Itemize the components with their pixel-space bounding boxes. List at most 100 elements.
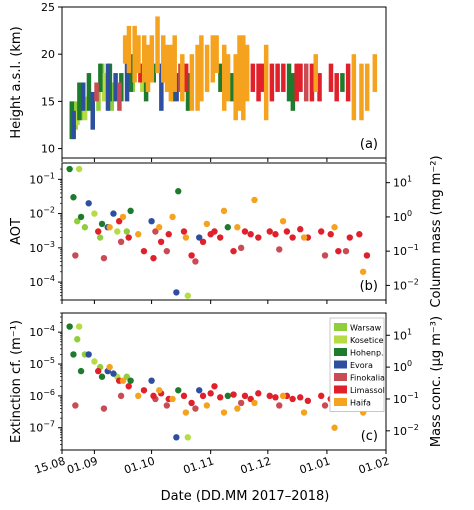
- bar-haifa: [136, 35, 141, 74]
- y-tick-label: 10−4: [29, 274, 55, 289]
- point-evora: [148, 217, 155, 225]
- bar-limassol: [294, 63, 299, 102]
- point-limassol: [95, 228, 102, 235]
- bar-haifa: [214, 35, 219, 74]
- point-haifa: [359, 268, 367, 275]
- bar-haifa: [313, 54, 318, 92]
- bar-limassol: [183, 63, 189, 92]
- y-axis-label: AOT: [9, 218, 24, 245]
- panel-label: (b): [360, 279, 378, 294]
- bar-haifa: [145, 44, 151, 92]
- point-limassol: [346, 234, 353, 241]
- bar-hohenp: [286, 63, 292, 102]
- bar-evora: [105, 63, 111, 111]
- bar-limassol: [256, 63, 261, 102]
- x-tick-label: 01.12: [239, 454, 273, 476]
- point-limassol: [297, 394, 304, 401]
- point-limassol: [180, 228, 188, 235]
- point-limassol: [95, 367, 102, 375]
- point-evora: [110, 210, 117, 217]
- point-limassol: [289, 234, 296, 241]
- point-hohenp: [175, 387, 182, 394]
- point-finokalia: [237, 399, 245, 407]
- legend-label: Kosetice: [350, 336, 384, 345]
- legend-label: Limassol: [350, 386, 385, 395]
- bar-finokalia: [117, 82, 122, 111]
- y-tick-label: 10−3: [29, 240, 55, 255]
- bar-hohenp: [77, 82, 82, 121]
- bar-haifa: [172, 35, 177, 92]
- legend-swatch: [334, 398, 347, 406]
- point-finokalia: [117, 392, 125, 400]
- point-limassol: [356, 231, 363, 238]
- point-haifa: [135, 392, 142, 400]
- y-right-tick-label: 10−2: [393, 423, 419, 438]
- point-limassol: [318, 392, 325, 400]
- point-limassol: [327, 231, 334, 238]
- point-haifa: [169, 395, 176, 403]
- bar-haifa: [263, 44, 269, 121]
- point-haifa: [300, 409, 308, 416]
- bar-haifa: [359, 63, 364, 121]
- y-right-tick-label: 10−1: [393, 243, 419, 258]
- point-limassol: [140, 387, 148, 394]
- point-hohenp: [127, 377, 134, 384]
- point-limassol: [241, 228, 249, 235]
- point-warsaw: [123, 373, 130, 380]
- point-warsaw: [74, 217, 81, 225]
- point-hohenp: [98, 220, 106, 228]
- y-tick-label: 15: [41, 95, 55, 108]
- point-haifa: [331, 224, 338, 231]
- y-axis-label: Extinction cf. (m⁻¹): [9, 320, 24, 443]
- panel-c: 10−7 10−6 10−5 10−4 10−2 10−1 100 101 Extinction…: [9, 312, 444, 454]
- point-finokalia: [237, 244, 245, 252]
- point-haifa: [251, 399, 258, 407]
- legend-label: Evora: [350, 361, 373, 370]
- bar-haifa: [155, 16, 160, 74]
- legend-label: Warsaw: [350, 324, 382, 333]
- point-kosetice: [184, 292, 191, 299]
- y-right-axis-label: Column mass (mg m⁻²): [429, 155, 444, 307]
- point-limassol: [272, 231, 279, 238]
- point-hohenp: [224, 224, 232, 231]
- point-limassol: [115, 217, 123, 225]
- point-limassol: [207, 390, 214, 397]
- point-kosetice: [91, 210, 98, 217]
- point-hohenp: [224, 392, 232, 400]
- bar-haifa: [141, 35, 147, 83]
- point-haifa: [279, 217, 287, 225]
- point-haifa: [106, 363, 113, 371]
- bar-hohenp: [86, 73, 92, 111]
- bar-haifa: [233, 54, 238, 121]
- bar-haifa: [222, 44, 227, 111]
- point-haifa: [331, 424, 338, 431]
- point-haifa: [203, 220, 211, 228]
- bar-haifa: [364, 63, 370, 111]
- legend-swatch: [334, 360, 347, 369]
- bar-evora: [124, 63, 130, 102]
- bar-hohenp: [290, 73, 296, 111]
- point-haifa: [135, 231, 142, 238]
- plot-frame: [61, 162, 387, 301]
- legend-swatch: [334, 373, 347, 381]
- point-limassol: [304, 397, 312, 405]
- bar-haifa: [195, 44, 200, 111]
- point-evora: [196, 234, 203, 241]
- panel-a: 10 15 20 25 Height a.s.l. (km) (a): [9, 1, 387, 162]
- x-tick-label: 15.08: [33, 454, 67, 476]
- legend-swatch: [334, 385, 347, 394]
- point-finokalia: [72, 252, 79, 259]
- point-limassol: [230, 391, 237, 398]
- bar-haifa: [161, 35, 166, 83]
- y-tick-label: 10−4: [29, 324, 55, 339]
- point-haifa: [119, 377, 127, 384]
- bar-limassol: [328, 63, 334, 92]
- panel-label: (a): [360, 137, 378, 152]
- point-hohenp: [77, 213, 85, 221]
- point-haifa: [279, 392, 287, 400]
- y-tick-label: 25: [41, 1, 55, 14]
- point-finokalia: [100, 254, 108, 262]
- bar-haifa: [132, 25, 137, 83]
- point-limassol: [247, 231, 254, 238]
- plot-frame: [61, 312, 387, 451]
